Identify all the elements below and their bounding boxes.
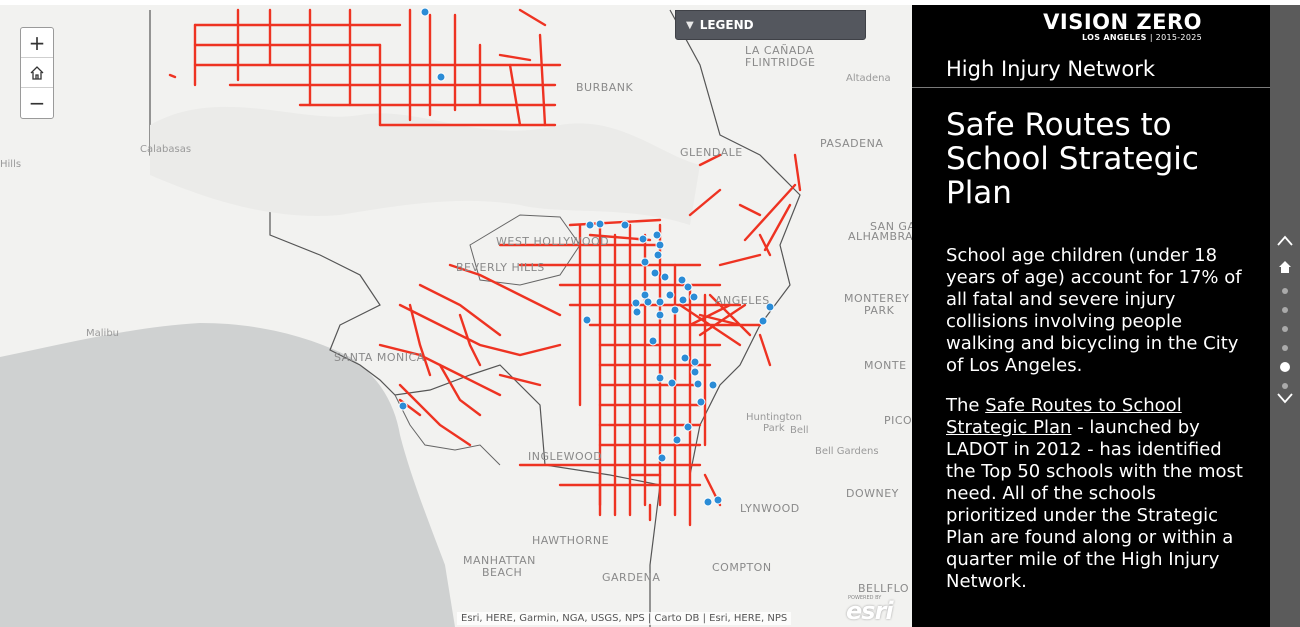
home-icon[interactable] — [1278, 260, 1292, 274]
place-san-gabriel: SAN GA — [870, 220, 912, 233]
chevron-down-icon: ▼ — [686, 19, 694, 31]
place-alhambra: ALHAMBRA — [848, 230, 912, 243]
story-panel[interactable]: VISION ZERO LOS ANGELES | 2015-2025 High… — [912, 5, 1270, 627]
zoom-out-button[interactable]: − — [28, 91, 46, 115]
nav-dot[interactable] — [1282, 288, 1288, 294]
place-los-angeles: ANGELES — [715, 294, 770, 307]
chevron-up-icon[interactable] — [1276, 232, 1294, 250]
place-bellflower: BELLFLO — [858, 582, 909, 595]
place-monterey: MONTEREY — [844, 292, 910, 305]
place-lynwood: LYNWOOD — [740, 502, 800, 515]
place-downey: DOWNEY — [846, 487, 899, 500]
nav-dot[interactable] — [1282, 383, 1288, 389]
place-compton: COMPTON — [712, 561, 772, 574]
panel-divider — [912, 87, 1270, 88]
map-attribution[interactable]: Esri, HERE, Garmin, NGA, USGS, NPS | Car… — [457, 612, 792, 625]
high-injury-network-lines — [168, 8, 802, 527]
paragraph-2-prefix: The — [946, 395, 986, 416]
place-burbank: BURBANK — [576, 81, 634, 94]
place-santa-monica: SANTA MONICA — [334, 351, 425, 364]
school-points — [398, 7, 775, 507]
story-paragraph-2: The Safe Routes to School Strategic Plan… — [946, 395, 1246, 593]
paragraph-2-suffix: - launched by LADOT in 2012 - has identi… — [946, 417, 1243, 592]
safe-routes-plan-link[interactable]: Safe Routes to School Strategic Plan — [946, 395, 1182, 438]
place-pasadena: PASADENA — [820, 137, 884, 150]
place-altadena: Altadena — [846, 73, 891, 84]
legend-toggle[interactable]: ▼ LEGEND — [675, 10, 866, 40]
panel-header: High Injury Network — [946, 57, 1156, 81]
place-monterey-park: PARK — [864, 304, 895, 317]
place-manhattan-beach: BEACH — [482, 566, 523, 579]
place-hawthorne: HAWTHORNE — [532, 534, 610, 547]
place-pico: PICO — [884, 414, 912, 427]
story-navigation — [1270, 5, 1300, 627]
logo-sub-years: | 2015-2025 — [1149, 33, 1202, 42]
zoom-control: + − — [20, 27, 54, 119]
logo-main-text: VISION ZERO — [1043, 10, 1202, 34]
place-calabasas: Calabasas — [140, 144, 192, 155]
map-view[interactable]: LA CAÑADA FLINTRIDGE Altadena BURBANK Cal… — [0, 5, 912, 627]
story-body: School age children (under 18 years of a… — [946, 245, 1246, 611]
logo-sub-text: LOS ANGELES | 2015-2025 — [1043, 33, 1202, 42]
place-huntington-park: Park — [763, 423, 785, 434]
place-hills: Hills — [0, 159, 22, 170]
home-button[interactable] — [21, 58, 53, 88]
place-montebello: MONTE — [864, 359, 907, 372]
place-manhattan: MANHATTAN — [463, 554, 536, 567]
place-la-canada: LA CAÑADA FLINTRIDGE — [745, 44, 816, 69]
esri-powered-label: POWERED BY — [848, 595, 882, 601]
place-malibu: Malibu — [86, 328, 119, 339]
basemap — [0, 7, 802, 627]
place-glendale: GLENDALE — [680, 146, 743, 159]
place-bell-gardens: Bell Gardens — [815, 446, 879, 457]
place-west-hollywood: WEST HOLLYWOOD — [496, 235, 610, 248]
place-inglewood: INGLEWOOD — [528, 450, 603, 463]
nav-dot[interactable] — [1282, 326, 1288, 332]
esri-logo[interactable]: esri — [846, 597, 894, 625]
nav-dot[interactable] — [1282, 345, 1288, 351]
legend-label: LEGEND — [699, 18, 754, 32]
nav-dot[interactable] — [1280, 362, 1290, 372]
nav-dot[interactable] — [1282, 307, 1288, 313]
chevron-down-icon[interactable] — [1276, 389, 1294, 407]
place-bell: Bell — [790, 425, 809, 436]
logo-sub-bold: LOS ANGELES — [1082, 33, 1147, 42]
place-beverly-hills: BEVERLY HILLS — [456, 261, 545, 274]
story-paragraph-1: School age children (under 18 years of a… — [946, 245, 1242, 376]
zoom-in-button[interactable]: + — [21, 28, 53, 58]
home-icon — [30, 65, 44, 80]
place-huntington: Huntington — [746, 412, 802, 423]
story-title: Safe Routes to School Strategic Plan — [946, 107, 1199, 211]
vision-zero-logo[interactable]: VISION ZERO LOS ANGELES | 2015-2025 — [1043, 11, 1202, 42]
place-gardena: GARDENA — [602, 571, 661, 584]
